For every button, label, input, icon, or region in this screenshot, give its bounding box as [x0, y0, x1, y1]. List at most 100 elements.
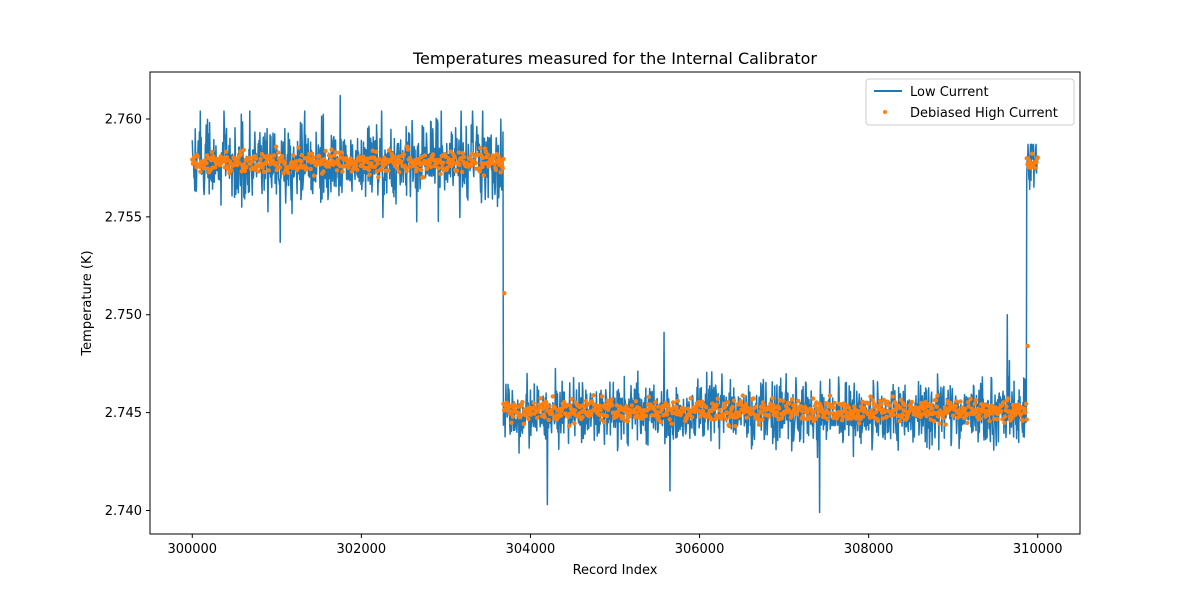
debiased-high-current-point [422, 153, 428, 158]
debiased-high-current-point [812, 409, 817, 414]
debiased-high-current-point [825, 416, 830, 422]
debiased-high-current-point [698, 403, 704, 408]
debiased-high-current-point [935, 393, 940, 398]
debiased-high-current-point [365, 160, 371, 165]
debiased-high-current-point [625, 418, 631, 424]
debiased-high-current-point [520, 399, 525, 405]
debiased-high-current-point [937, 421, 942, 426]
debiased-high-current-point [693, 406, 699, 412]
debiased-high-current-point [789, 397, 795, 402]
debiased-high-current-point [252, 167, 258, 173]
debiased-high-current-point [1020, 418, 1025, 423]
debiased-high-current-point [509, 420, 514, 425]
debiased-high-current-point [318, 161, 323, 167]
debiased-high-current-point [266, 168, 271, 173]
debiased-high-current-point [1002, 414, 1008, 419]
debiased-high-current-point [777, 405, 782, 411]
debiased-high-current-point [601, 420, 607, 425]
debiased-high-current-point [646, 394, 651, 400]
debiased-high-current-point [580, 414, 585, 420]
debiased-high-current-point [931, 419, 937, 424]
debiased-high-current-point [1005, 396, 1010, 401]
debiased-high-current-point [583, 398, 589, 404]
debiased-high-current-point [727, 414, 733, 420]
debiased-high-current-point [353, 163, 359, 169]
debiased-high-current-point [572, 421, 577, 426]
debiased-high-current-point [485, 152, 491, 157]
debiased-high-current-point [386, 168, 391, 173]
debiased-high-current-point [242, 161, 247, 167]
debiased-high-current-point [1001, 400, 1006, 405]
debiased-high-current-point [569, 396, 574, 402]
debiased-high-current-point [198, 169, 203, 174]
debiased-high-current-point [972, 401, 977, 407]
debiased-high-current-point [685, 406, 691, 411]
debiased-high-current-point [756, 422, 762, 427]
debiased-high-current-point [456, 150, 461, 155]
series-low-current-line [191, 94, 1039, 514]
debiased-high-current-point [438, 171, 443, 177]
debiased-high-current-point [329, 147, 334, 152]
debiased-high-current-point [968, 396, 973, 402]
debiased-high-current-point [1016, 402, 1021, 408]
debiased-high-current-point [669, 421, 674, 426]
debiased-high-current-point [567, 411, 572, 417]
debiased-high-current-point [623, 407, 628, 413]
debiased-high-current-point [800, 408, 805, 414]
debiased-high-current-point [517, 415, 522, 420]
debiased-high-current-point [866, 411, 872, 417]
debiased-high-current-point [240, 165, 246, 170]
debiased-high-current-point [627, 413, 633, 419]
debiased-high-current-point [810, 396, 816, 401]
legend-label-debiased-high-current: Debiased High Current [910, 106, 1058, 121]
debiased-high-current-point [816, 413, 821, 418]
debiased-high-current-point [597, 412, 602, 418]
debiased-high-current-point [965, 399, 971, 405]
debiased-high-current-point [481, 173, 486, 178]
debiased-high-current-point [256, 169, 261, 174]
debiased-high-current-point [452, 154, 457, 160]
debiased-high-current-point [948, 400, 953, 406]
debiased-high-current-point [885, 399, 890, 404]
debiased-high-current-point [866, 401, 871, 406]
debiased-high-current-point [1004, 404, 1009, 409]
debiased-high-current-point [274, 167, 280, 173]
debiased-high-current-point [629, 403, 635, 408]
debiased-high-current-point [424, 166, 430, 171]
debiased-high-current-point [304, 165, 309, 171]
y-tick-label: 2.755 [105, 210, 142, 225]
debiased-high-current-point [787, 400, 792, 406]
debiased-high-current-point [712, 417, 718, 422]
debiased-high-current-point [620, 414, 626, 419]
debiased-high-current-point [445, 165, 450, 170]
debiased-high-current-point [684, 416, 689, 421]
debiased-high-current-point [486, 164, 491, 169]
debiased-high-current-point [500, 166, 505, 171]
debiased-high-current-point [781, 398, 786, 404]
debiased-high-current-point [334, 168, 340, 173]
debiased-high-current-point [603, 402, 608, 408]
debiased-high-current-point [315, 159, 320, 164]
debiased-high-current-point [777, 398, 783, 403]
debiased-high-current-point [209, 149, 215, 155]
debiased-high-current-point [670, 400, 676, 405]
debiased-high-current-point [1018, 412, 1023, 418]
debiased-high-current-point [317, 154, 322, 159]
debiased-high-current-point [653, 399, 658, 405]
debiased-high-current-point [275, 150, 281, 155]
debiased-high-current-point [268, 154, 273, 159]
debiased-high-current-point [501, 156, 506, 162]
debiased-high-current-point [313, 163, 319, 168]
debiased-high-current-point [1023, 401, 1029, 406]
debiased-high-current-point [372, 164, 378, 169]
debiased-high-current-point [766, 414, 772, 419]
debiased-high-current-point [448, 149, 453, 154]
debiased-high-current-point [339, 150, 344, 155]
debiased-high-current-point [566, 423, 572, 429]
debiased-high-current-point [294, 159, 299, 164]
debiased-high-current-point [965, 420, 970, 426]
debiased-high-current-point [696, 399, 702, 405]
debiased-high-current-point [236, 160, 242, 165]
debiased-high-current-point [404, 168, 409, 174]
